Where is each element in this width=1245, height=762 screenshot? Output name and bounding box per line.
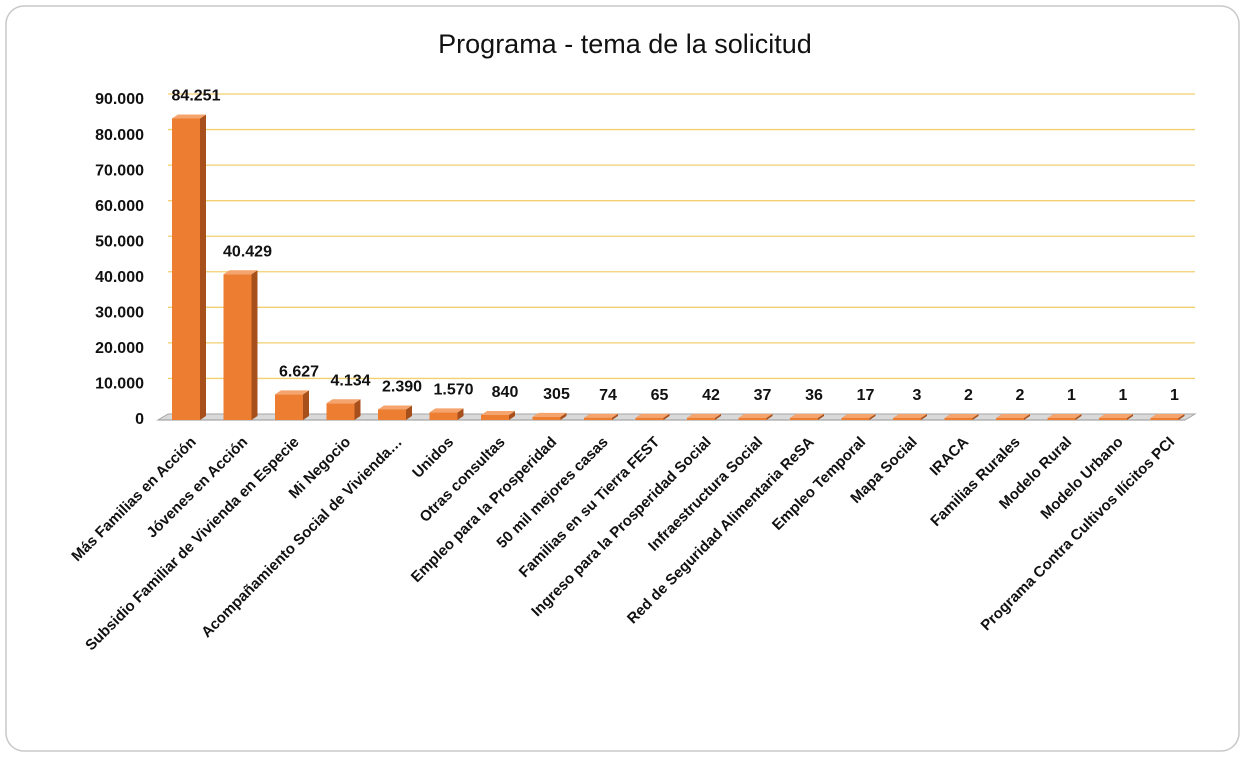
floor bbox=[156, 413, 1197, 421]
bar bbox=[635, 417, 664, 420]
y-tick-label: 20.000 bbox=[95, 340, 144, 357]
bar-side bbox=[663, 413, 670, 420]
bar-top bbox=[996, 413, 1030, 418]
value-label: 2.390 bbox=[382, 379, 422, 396]
bar bbox=[275, 394, 303, 420]
bar-side bbox=[354, 399, 361, 420]
bar-side bbox=[457, 408, 464, 420]
bar bbox=[584, 417, 612, 420]
value-label: 1.570 bbox=[433, 382, 473, 399]
bar-top bbox=[893, 413, 927, 418]
bar-side bbox=[612, 413, 618, 420]
bar-side bbox=[1075, 413, 1082, 420]
bar-side bbox=[251, 270, 258, 420]
value-label: 6.627 bbox=[279, 364, 319, 381]
bar bbox=[996, 417, 1024, 420]
bar-top bbox=[584, 413, 618, 418]
bar-side bbox=[766, 413, 773, 420]
value-label: 2 bbox=[1016, 387, 1025, 404]
value-label: 3 bbox=[913, 387, 922, 404]
bar-top bbox=[326, 399, 361, 404]
value-label: 40.429 bbox=[223, 243, 272, 260]
bar-side bbox=[1178, 413, 1185, 420]
bar-side bbox=[869, 413, 876, 420]
bar-side bbox=[1024, 413, 1030, 420]
y-tick-label: 80.000 bbox=[95, 127, 144, 144]
bar bbox=[429, 412, 458, 420]
value-label: 2 bbox=[964, 387, 973, 404]
bar bbox=[1099, 417, 1127, 420]
value-label: 1 bbox=[1119, 387, 1128, 404]
y-tick-label: 60.000 bbox=[95, 198, 144, 215]
value-label: 1 bbox=[1067, 387, 1076, 404]
bar-side bbox=[972, 413, 979, 420]
bar-top bbox=[481, 411, 515, 416]
bar-top bbox=[687, 413, 721, 418]
bar-top bbox=[944, 413, 979, 418]
bar-top bbox=[378, 405, 412, 410]
y-tick-label: 70.000 bbox=[95, 162, 144, 179]
bar bbox=[738, 417, 767, 420]
bar-top bbox=[790, 413, 824, 418]
value-label: 840 bbox=[492, 384, 519, 401]
bar-side bbox=[303, 390, 309, 420]
bar-side bbox=[715, 413, 721, 420]
value-label: 65 bbox=[651, 387, 669, 404]
bar-top bbox=[1099, 413, 1133, 418]
bar bbox=[172, 118, 200, 420]
bar-top bbox=[172, 114, 206, 119]
bar-side bbox=[406, 405, 412, 420]
bar bbox=[1150, 417, 1179, 420]
bar-side bbox=[921, 413, 927, 420]
bar bbox=[841, 417, 870, 420]
y-tick-label: 10.000 bbox=[95, 376, 144, 393]
bar-top bbox=[275, 390, 309, 395]
value-label: 305 bbox=[543, 386, 570, 403]
chart-title: Programa - tema de la solicitud bbox=[438, 29, 812, 59]
y-tick-label: 0 bbox=[135, 411, 144, 428]
bar-top bbox=[429, 408, 464, 413]
bar-side bbox=[818, 413, 824, 420]
y-tick-label: 30.000 bbox=[95, 305, 144, 322]
value-label: 42 bbox=[702, 387, 720, 404]
bar-top bbox=[635, 413, 670, 418]
y-tick-label: 40.000 bbox=[95, 269, 144, 286]
value-label: 37 bbox=[754, 387, 772, 404]
bar bbox=[223, 274, 252, 420]
bar bbox=[944, 417, 973, 420]
value-label: 4.134 bbox=[330, 373, 370, 390]
y-tick-label: 50.000 bbox=[95, 233, 144, 250]
value-label: 36 bbox=[805, 387, 823, 404]
bar-top bbox=[532, 412, 567, 417]
bar-top bbox=[841, 413, 876, 418]
bar bbox=[481, 415, 509, 420]
value-label: 17 bbox=[857, 387, 875, 404]
bar-top bbox=[738, 413, 773, 418]
bar-top bbox=[1047, 413, 1082, 418]
bar-top bbox=[223, 270, 258, 275]
bar-side bbox=[560, 412, 567, 420]
value-label: 84.251 bbox=[172, 88, 221, 105]
bar bbox=[326, 403, 355, 420]
bar bbox=[893, 417, 921, 420]
bar bbox=[1047, 417, 1076, 420]
bar-side bbox=[1127, 413, 1133, 420]
bar bbox=[378, 409, 406, 420]
value-label: 74 bbox=[599, 387, 617, 404]
bar bbox=[532, 416, 561, 420]
bar bbox=[790, 417, 818, 420]
bar-side bbox=[200, 114, 206, 420]
y-tick-label: 90.000 bbox=[95, 91, 144, 108]
bar-top bbox=[1150, 413, 1185, 418]
bar-side bbox=[509, 411, 515, 420]
bar bbox=[687, 417, 715, 420]
value-label: 1 bbox=[1170, 387, 1179, 404]
